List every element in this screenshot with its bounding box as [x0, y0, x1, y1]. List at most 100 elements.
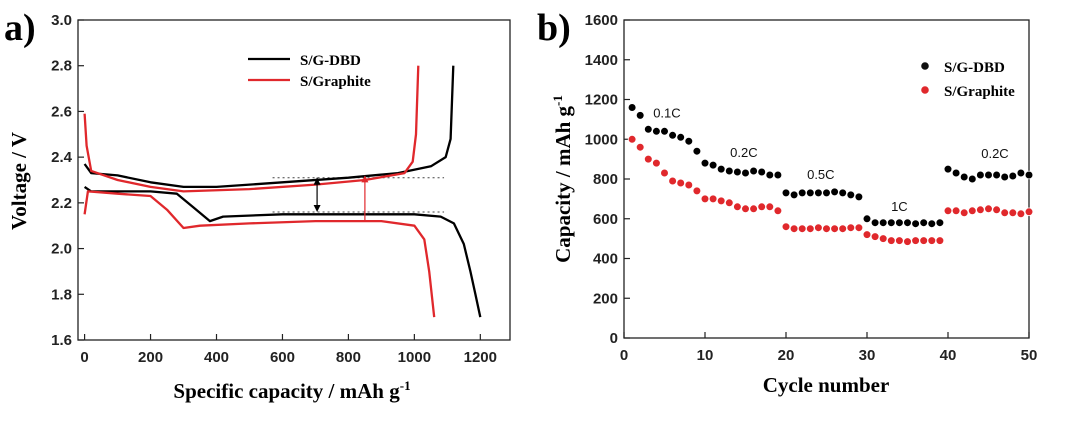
- panel-b-x-axis-title: Cycle number: [763, 373, 890, 397]
- data-point-s-graphite: [1008, 208, 1018, 218]
- data-point-s-graphite: [805, 224, 815, 234]
- data-point-s-g-dbd: [724, 166, 734, 176]
- data-point-s-g-dbd: [919, 218, 928, 228]
- data-point-s-graphite: [935, 236, 945, 245]
- data-point-s-g-dbd: [992, 170, 1001, 180]
- data-point-s-g-dbd: [976, 170, 985, 180]
- polarization-arrow-head: [361, 175, 369, 183]
- panel-0-x-tick-label: 1200: [464, 349, 497, 366]
- data-point-s-graphite: [943, 206, 953, 216]
- data-point-s-g-dbd: [830, 187, 839, 197]
- data-point-s-graphite: [676, 178, 685, 188]
- data-point-s-g-dbd: [878, 218, 888, 228]
- panel-1-y-tick-label: 0: [610, 330, 618, 347]
- legend-label-s-graphite-b: S/Graphite: [944, 84, 1015, 100]
- panel-1-x-tick-label: 30: [859, 347, 876, 364]
- data-point-s-g-dbd: [895, 218, 904, 228]
- panel-0-y-tick-label: 1.8: [51, 286, 72, 303]
- data-point-s-graphite: [878, 234, 888, 243]
- data-point-s-g-dbd: [733, 167, 742, 177]
- legend-marker-s-g-dbd: [920, 61, 930, 71]
- data-point-s-graphite: [992, 205, 1001, 215]
- series-line-s-graphite-discharge: [83, 190, 436, 318]
- panel-a-curves: [83, 65, 482, 318]
- panel-b-label: b): [537, 7, 571, 49]
- data-point-s-g-dbd: [700, 158, 710, 168]
- data-point-s-graphite: [692, 186, 702, 196]
- data-point-s-g-dbd: [870, 218, 880, 228]
- data-point-s-graphite: [660, 168, 669, 178]
- panel-0-y-tick-label: 2.6: [51, 103, 72, 120]
- data-point-s-graphite: [668, 176, 677, 186]
- data-point-s-graphite: [773, 206, 783, 216]
- panel-0-y-tick-label: 3.0: [51, 12, 72, 29]
- data-point-s-g-dbd: [951, 168, 961, 178]
- panel-a-plot-frame: [77, 19, 511, 341]
- data-point-s-g-dbd: [692, 146, 702, 156]
- data-point-s-g-dbd: [635, 111, 645, 120]
- data-point-s-g-dbd: [1016, 168, 1026, 178]
- data-point-s-g-dbd: [805, 188, 815, 198]
- panel-1-y-tick-label: 800: [593, 171, 618, 188]
- data-point-s-g-dbd: [741, 168, 750, 178]
- data-point-s-g-dbd: [765, 170, 775, 180]
- data-point-s-g-dbd: [1000, 172, 1009, 182]
- data-point-s-g-dbd: [903, 218, 912, 228]
- data-point-s-g-dbd: [886, 218, 896, 228]
- panel-0-y-tick-label: 1.6: [51, 332, 72, 349]
- data-point-s-graphite: [846, 223, 856, 233]
- rate-label: 0.1C: [653, 105, 680, 120]
- panel-b: b) 0 10 20 30 40 50 0 200 400 600 800 1000 1200 1400 1…: [537, 7, 1037, 397]
- data-point-s-g-dbd: [708, 160, 718, 170]
- panel-1-y-tick-label: 200: [593, 290, 618, 307]
- panel-0-x-tick-label: 200: [138, 349, 163, 366]
- data-point-s-g-dbd: [627, 103, 637, 112]
- data-point-s-graphite: [984, 204, 993, 214]
- polarization-arrow-head: [313, 177, 321, 185]
- data-point-s-graphite: [959, 208, 969, 218]
- data-point-s-graphite: [700, 194, 710, 204]
- legend-marker-s-graphite: [920, 85, 930, 95]
- data-point-s-g-dbd: [943, 164, 953, 174]
- panel-1-x-tick-label: 50: [1021, 347, 1038, 364]
- data-point-s-g-dbd: [911, 219, 920, 229]
- series-line-s-g-dbd-discharge: [83, 185, 482, 318]
- data-point-s-graphite: [814, 223, 823, 233]
- data-point-s-g-dbd: [1008, 171, 1018, 181]
- panel-1-y-tick-label: 600: [593, 211, 618, 228]
- panel-1-x-tick-label: 0: [620, 347, 628, 364]
- series-line-s-g-dbd-charge: [83, 65, 455, 189]
- data-point-s-graphite: [789, 224, 799, 234]
- data-point-s-g-dbd: [854, 192, 864, 202]
- panel-0-y-tick-label: 2.8: [51, 58, 72, 75]
- data-point-s-graphite: [903, 237, 912, 246]
- panel-1-y-tick-label: 1400: [585, 52, 618, 69]
- data-point-s-graphite: [895, 236, 904, 245]
- data-point-s-g-dbd: [789, 190, 799, 200]
- panel-a-y-axis-title: Voltage / V: [7, 132, 31, 230]
- data-point-s-graphite: [886, 236, 896, 245]
- data-point-s-graphite: [919, 236, 928, 245]
- data-point-s-graphite: [765, 202, 775, 212]
- data-point-s-g-dbd: [668, 131, 677, 140]
- data-point-s-graphite: [838, 224, 847, 234]
- data-point-s-graphite: [1024, 207, 1034, 217]
- data-point-s-graphite: [716, 196, 726, 206]
- data-point-s-g-dbd: [684, 136, 694, 146]
- panel-0-y-tick-label: 2.4: [51, 149, 73, 166]
- polarization-arrow-head: [313, 205, 321, 212]
- data-point-s-graphite: [749, 204, 758, 214]
- data-point-s-graphite: [643, 154, 653, 164]
- rate-label: 0.2C: [730, 145, 757, 160]
- data-point-s-g-dbd: [797, 188, 807, 198]
- data-point-s-g-dbd: [781, 188, 791, 198]
- panel-b-ticks: 0 10 20 30 40 50 0 200 400 600 800 1000 1200 1400 1600: [585, 12, 1038, 364]
- panel-a-x-axis-title: Specific capacity / mAh g-1: [173, 378, 410, 403]
- data-point-s-g-dbd: [757, 167, 766, 177]
- data-point-s-g-dbd: [984, 170, 993, 180]
- data-point-s-g-dbd: [660, 127, 669, 136]
- panel-b-points: [627, 103, 1034, 246]
- panel-b-y-axis-title: Capacity / mAh g-1: [550, 95, 575, 263]
- data-point-s-g-dbd: [773, 170, 783, 180]
- data-point-s-graphite: [870, 232, 880, 241]
